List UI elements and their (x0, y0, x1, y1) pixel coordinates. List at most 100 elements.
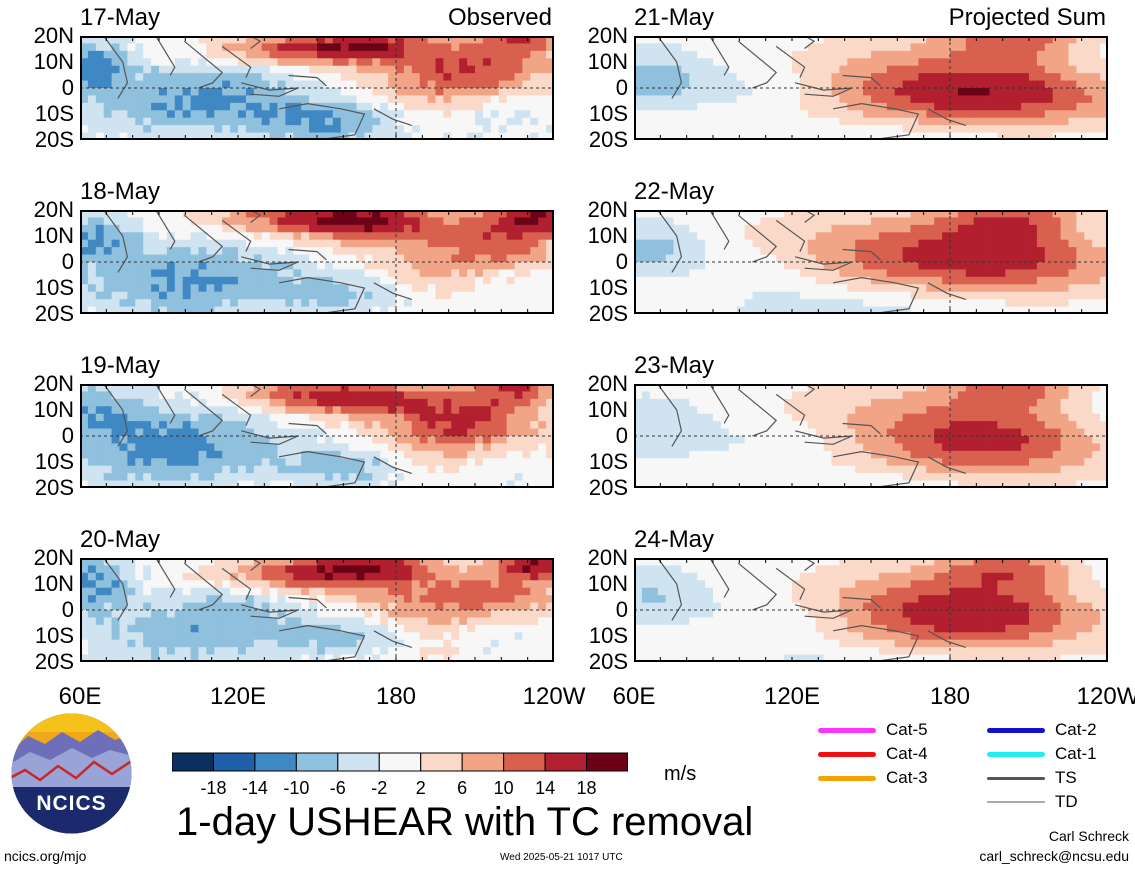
heatmap-cell (681, 80, 690, 89)
heatmap-cell (815, 247, 825, 256)
heatmap-cell (514, 610, 523, 619)
heatmap-cell (475, 88, 484, 97)
heatmap-cell (831, 232, 840, 241)
heatmap-cell (348, 617, 358, 626)
heatmap-cell (332, 595, 342, 604)
heatmap-cell (222, 602, 231, 611)
heatmap-cell (831, 43, 840, 52)
heatmap-cell (506, 580, 516, 589)
heatmap-cell (301, 276, 310, 285)
heatmap-cell (159, 436, 168, 445)
coastline (373, 108, 412, 126)
heatmap-cell (261, 43, 271, 52)
heatmap-cell (673, 65, 682, 74)
heatmap-cell (752, 102, 761, 111)
heatmap-cell (997, 239, 1006, 248)
heatmap-cell (498, 284, 508, 293)
heatmap-cell (713, 125, 722, 134)
heatmap-cell (482, 110, 492, 119)
heatmap-cell (918, 210, 927, 219)
heatmap-cell (364, 443, 373, 452)
heatmap-cell (103, 102, 113, 111)
heatmap-cell (482, 391, 492, 400)
heatmap-cell (103, 73, 113, 82)
heatmap-cell (388, 480, 397, 488)
heatmap-cell (151, 480, 160, 488)
heatmap-cell (498, 276, 508, 285)
heatmap-cell (490, 595, 500, 604)
heatmap-cell (831, 50, 840, 59)
heatmap-cell (451, 80, 460, 89)
heatmap-cell (728, 239, 738, 248)
heatmap-cell (388, 299, 397, 308)
heatmap-cell (514, 132, 523, 140)
heatmap-cell (1013, 65, 1022, 74)
heatmap-cell (143, 232, 152, 241)
heatmap-cell (119, 558, 128, 567)
heatmap-cell (823, 65, 833, 74)
heatmap-cell (760, 217, 769, 226)
heatmap-cell (1021, 88, 1030, 97)
heatmap-cell (435, 284, 444, 293)
heatmap-cell (902, 117, 912, 126)
heatmap-cell (95, 450, 105, 459)
heatmap-cell (261, 595, 271, 604)
heatmap-cell (111, 132, 121, 140)
heatmap-cell (459, 654, 468, 662)
heatmap-cell (111, 639, 121, 648)
heatmap-cell (127, 58, 136, 67)
heatmap-cell (459, 565, 468, 574)
heatmap-cell (269, 291, 279, 300)
heatmap-cell (973, 88, 983, 97)
heatmap-cell (443, 276, 452, 285)
heatmap-cell (174, 299, 184, 308)
heatmap-cell (760, 110, 769, 119)
heatmap-cell (467, 450, 476, 459)
heatmap-cell (918, 50, 927, 59)
heatmap-cell (1013, 210, 1022, 219)
heatmap-cell (396, 565, 405, 574)
heatmap-cell (151, 595, 160, 604)
heatmap-cell (309, 465, 318, 474)
heatmap-cell (166, 632, 176, 641)
heatmap-cell (957, 95, 967, 104)
heatmap-cell (871, 247, 880, 256)
heatmap-cell (538, 647, 547, 656)
heatmap-cell (348, 580, 358, 589)
heatmap-cell (411, 36, 421, 45)
heatmap-cell (324, 580, 334, 589)
heatmap-cell (451, 639, 460, 648)
heatmap-cell (1021, 65, 1030, 74)
heatmap-cell (546, 132, 554, 140)
heatmap-cell (847, 73, 856, 82)
heatmap-cell (435, 617, 444, 626)
heatmap-cell (411, 306, 421, 314)
heatmap-cell (261, 602, 271, 611)
heatmap-cell (135, 413, 144, 422)
heatmap-cell (934, 224, 943, 233)
heatmap-cell (514, 480, 523, 488)
heatmap-cell (989, 58, 998, 67)
heatmap-cell (340, 639, 350, 648)
heatmap-cell (720, 95, 730, 104)
heatmap-cell (119, 458, 128, 467)
heatmap-cell (245, 50, 255, 59)
heatmap-cell (261, 406, 271, 415)
heatmap-cell (989, 102, 998, 111)
heatmap-cell (910, 65, 919, 74)
heatmap-cell (380, 565, 389, 574)
heatmap-cell (419, 587, 429, 596)
heatmap-cell (522, 254, 531, 263)
heatmap-cell (356, 73, 365, 82)
heatmap-cell (419, 580, 429, 589)
heatmap-cell (253, 465, 263, 474)
heatmap-cell (253, 80, 263, 89)
heatmap-cell (451, 132, 460, 140)
heatmap-cell (261, 639, 271, 648)
heatmap-cell (934, 43, 943, 52)
heatmap-cell (103, 443, 113, 452)
heatmap-cell (522, 50, 531, 59)
heatmap-cell (380, 306, 389, 314)
heatmap-cell (111, 436, 121, 445)
heatmap-cell (277, 580, 286, 589)
